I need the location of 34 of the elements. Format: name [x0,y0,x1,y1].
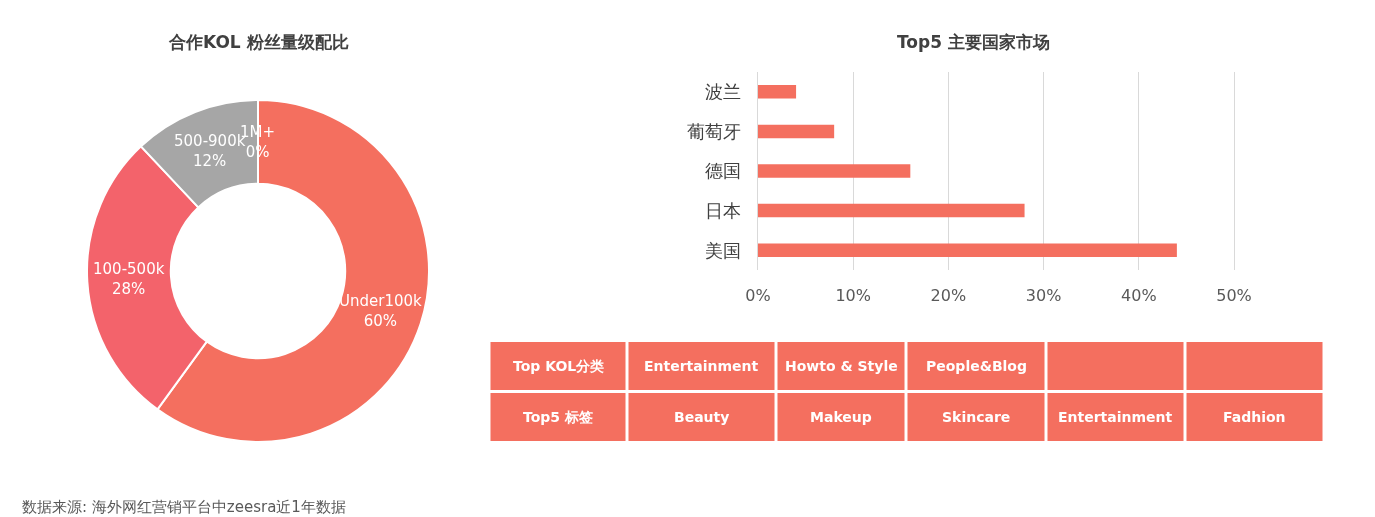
y-tick-label: 波兰 [705,81,742,103]
x-tick-label: 0% [745,286,771,305]
bar [758,243,1177,257]
data-label: 28% [112,279,146,298]
text: Fadhion [1223,409,1286,425]
data-label: 12% [193,151,227,170]
text: Makeup [810,409,872,425]
x-tick-label: 10% [835,286,871,305]
data-label: 60% [363,311,398,330]
text: Entertainment [1058,409,1173,425]
x-tick-label: 30% [1025,286,1062,305]
y-tick-label: 日本 [705,199,742,221]
bar [758,85,797,99]
bar [758,203,1025,218]
x-tick-label: 40% [1121,286,1157,305]
y-tick-label: 美国 [705,239,742,261]
category-label: Top KOL分类 [513,358,605,374]
text: Entertainment [644,358,759,374]
x-tick-label: 20% [930,286,967,305]
chart-title: 合作KOL 粉丝量级配比 [168,32,349,52]
slice-label: Under100k [339,292,423,310]
bar [758,164,911,178]
source-note: 数据来源: 海外网红营销平台中zeesra近1年数据 [22,498,346,516]
text: Howto & Style [785,358,898,374]
y-tick-label: 德国 [705,160,742,182]
bar [758,124,835,139]
text: Skincare [942,409,1011,425]
category-label: Top5 标签 [523,409,593,425]
chart-title: Top5 主要国家市场 [897,32,1050,52]
text: Beauty [674,409,730,425]
slice-label: 100-500k [93,260,165,278]
text: People&Blog [926,358,1028,374]
y-tick-label: 葡萄牙 [687,120,742,142]
x-tick-label: 50% [1216,286,1252,305]
